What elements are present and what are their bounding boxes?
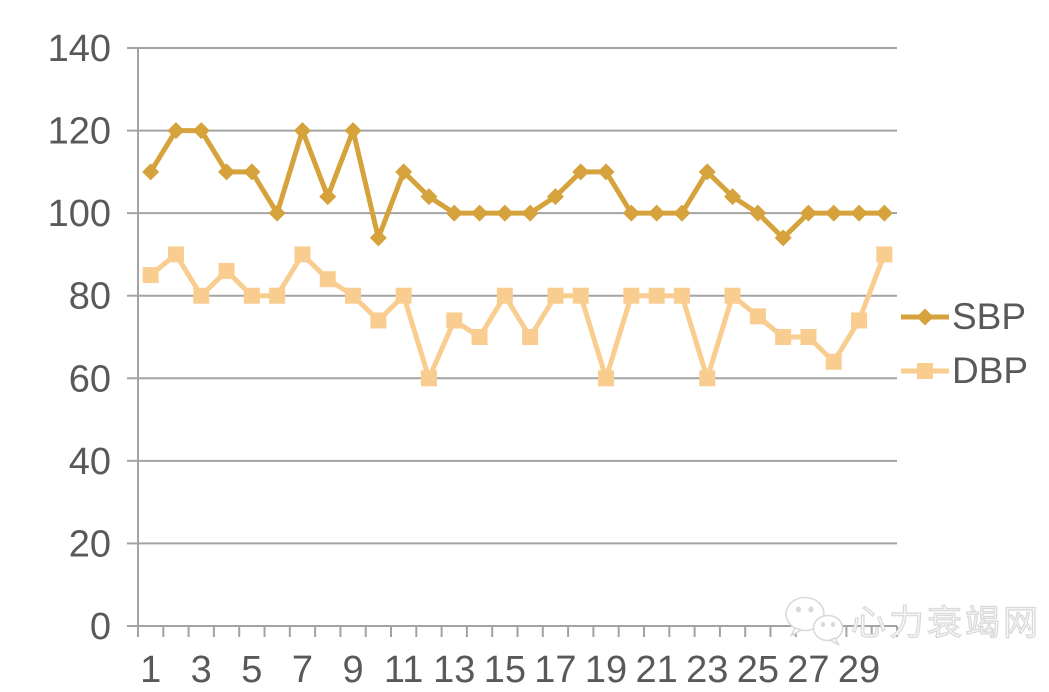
x-axis-label-27: 27: [787, 649, 829, 687]
x-axis-label-3: 3: [191, 649, 212, 687]
dbp-line: [148, 251, 887, 381]
sbp-marker: [622, 204, 640, 222]
dbp-marker: [370, 312, 387, 329]
sbp-marker: [546, 188, 564, 206]
y-axis-label-80: 80: [69, 276, 111, 318]
dbp-marker: [269, 287, 286, 304]
legend-label-dbp: DBP: [952, 350, 1029, 391]
wechat-logo-icon: [785, 596, 844, 646]
x-axis-label-17: 17: [534, 649, 576, 687]
sbp-marker: [395, 163, 413, 181]
x-axis-label-15: 15: [484, 649, 526, 687]
x-axis-label-5: 5: [241, 649, 262, 687]
sbp-marker: [774, 229, 792, 247]
x-axis-label-29: 29: [838, 649, 880, 687]
sbp-marker: [749, 204, 767, 222]
sbp-line: [148, 128, 887, 241]
sbp-marker: [724, 188, 742, 206]
dbp-marker: [851, 312, 868, 329]
dbp-marker: [395, 287, 412, 304]
sbp-marker: [167, 122, 185, 140]
y-axis-label-20: 20: [69, 523, 111, 565]
watermark: 心力衰竭网: [781, 592, 1041, 648]
sbp-marker: [698, 163, 716, 181]
x-axis-label-1: 1: [140, 649, 161, 687]
dbp-marker: [167, 246, 184, 263]
x-axis-label-9: 9: [342, 649, 363, 687]
sbp-marker: [268, 204, 286, 222]
x-axis-label-25: 25: [737, 649, 779, 687]
dbp-marker: [243, 287, 260, 304]
sbp-marker: [192, 122, 210, 140]
dbp-marker: [572, 287, 589, 304]
sbp-marker: [799, 204, 817, 222]
legend-item-sbp: SBP: [899, 292, 1028, 341]
sbp-marker: [293, 122, 311, 140]
y-axis-label-120: 120: [48, 111, 111, 153]
dbp-marker: [800, 329, 817, 345]
x-axis-label-19: 19: [585, 649, 627, 687]
x-axis-label-21: 21: [636, 649, 678, 687]
sbp-marker: [875, 204, 893, 222]
dbp-marker: [471, 329, 488, 345]
sbp-marker: [572, 163, 590, 181]
sbp-marker: [319, 188, 337, 206]
sbp-marker: [344, 122, 362, 140]
dbp-marker: [749, 308, 766, 325]
dbp-marker: [218, 262, 235, 279]
sbp-marker: [825, 204, 843, 222]
dbp-marker: [876, 246, 893, 263]
sbp-marker: [142, 163, 160, 181]
dbp-marker: [345, 287, 362, 304]
y-axis-label-0: 0: [90, 606, 111, 648]
sbp-marker: [496, 204, 514, 222]
dbp-marker: [699, 370, 716, 387]
sbp-marker: [218, 163, 236, 181]
dbp-marker: [193, 287, 210, 304]
sbp-marker: [850, 204, 868, 222]
dbp-marker: [547, 287, 564, 304]
dbp-marker: [648, 287, 665, 304]
sbp-diamond-marker-icon: [901, 308, 949, 325]
dbp-marker: [724, 287, 741, 304]
sbp-marker: [243, 163, 261, 181]
dbp-marker: [319, 271, 336, 288]
y-axis-label-40: 40: [69, 441, 111, 483]
sbp-marker: [471, 204, 489, 222]
x-axis-label-11: 11: [384, 649, 423, 687]
sbp-marker: [445, 204, 463, 222]
y-axis-label-140: 140: [48, 28, 111, 70]
dbp-marker: [598, 370, 615, 387]
dbp-marker: [522, 329, 539, 345]
sbp-marker: [521, 204, 539, 222]
x-axis-label-7: 7: [292, 649, 313, 687]
dbp-marker: [420, 370, 437, 387]
dbp-marker: [775, 329, 792, 345]
x-axis-label-23: 23: [686, 649, 728, 687]
y-axis-label-60: 60: [69, 358, 111, 400]
sbp-marker: [420, 188, 438, 206]
dbp-marker: [446, 312, 463, 329]
sbp-marker: [369, 229, 387, 247]
chart-legend: SBP DBP: [899, 292, 1028, 400]
x-axis-label-13: 13: [433, 649, 475, 687]
legend-item-dbp: DBP: [899, 346, 1028, 395]
dbp-marker: [825, 353, 842, 370]
dbp-marker: [294, 246, 311, 263]
watermark-text: 心力衰竭网: [850, 603, 1042, 643]
dbp-marker: [496, 287, 513, 304]
sbp-marker: [673, 204, 691, 222]
dbp-square-marker-icon: [901, 362, 949, 379]
sbp-marker: [648, 204, 666, 222]
dbp-marker: [142, 267, 159, 284]
sbp-marker: [597, 163, 615, 181]
y-axis-label-100: 100: [48, 193, 111, 235]
dbp-marker: [623, 287, 640, 304]
legend-label-sbp: SBP: [952, 296, 1027, 337]
dbp-marker: [673, 287, 690, 304]
